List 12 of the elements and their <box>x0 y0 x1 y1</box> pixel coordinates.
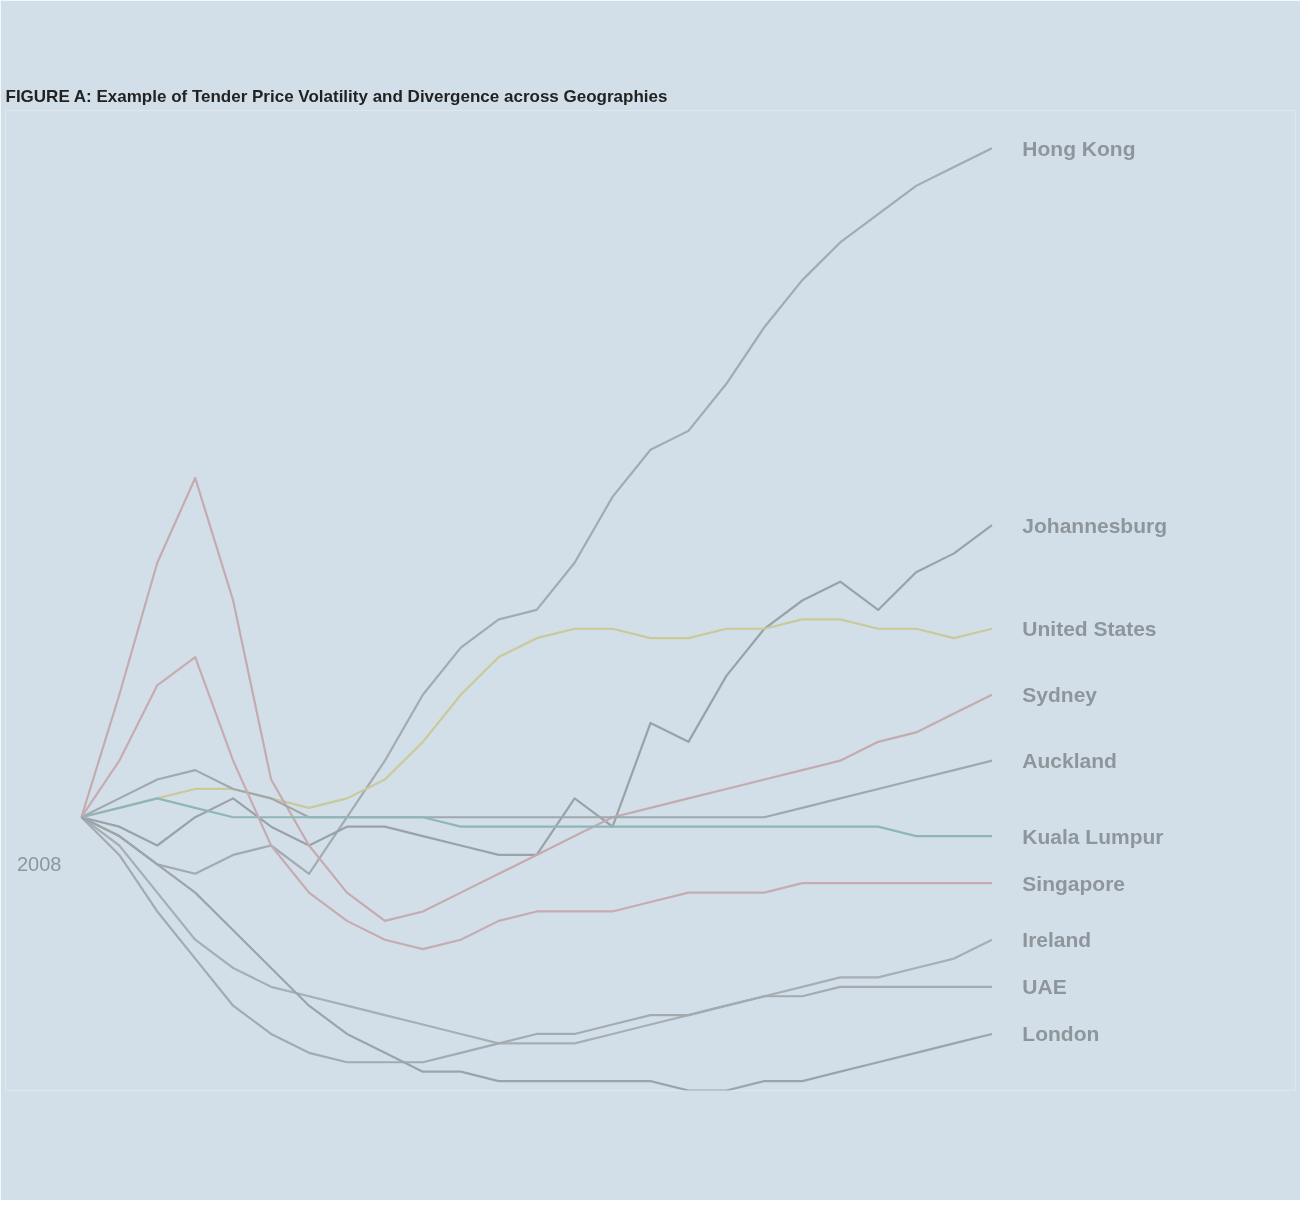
series-label: Singapore <box>1022 871 1126 895</box>
series-label: Johannesburg <box>1022 513 1168 537</box>
series-label: United States <box>1022 617 1157 641</box>
series-label: Hong Kong <box>1022 136 1136 160</box>
series-label: Kuala Lumpur <box>1022 824 1164 848</box>
series-label: London <box>1022 1022 1100 1046</box>
text: 2008 <box>16 853 62 876</box>
series-label: UAE <box>1022 975 1067 999</box>
series-label: Sydney <box>1022 683 1098 707</box>
chart-title: FIGURE A: Example of Tender Price Volatility and Divergence across Geographies <box>5 86 668 106</box>
series-label: Auckland <box>1022 749 1117 773</box>
series-label: Ireland <box>1022 928 1092 952</box>
